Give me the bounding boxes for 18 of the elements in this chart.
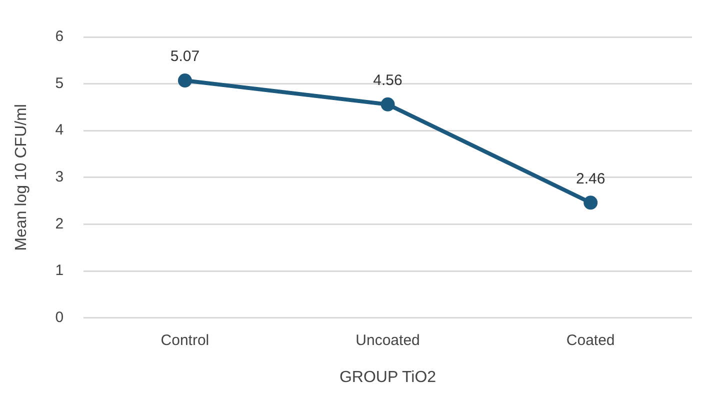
x-axis-title: GROUP TiO2: [339, 368, 436, 386]
point: [584, 196, 598, 210]
point: [178, 74, 192, 88]
y-tick-label: 6: [55, 28, 64, 46]
data-label: 2.46: [576, 170, 606, 188]
x-tick-label: Control: [160, 332, 210, 349]
x-tick-label: Uncoated: [356, 332, 420, 349]
y-tick-label: 4: [55, 122, 64, 139]
y-axis-title: Mean log 10 CFU/ml: [13, 104, 30, 251]
data-label: 4.56: [373, 72, 402, 90]
point: [380, 97, 395, 112]
y-tick-label: 3: [55, 168, 64, 186]
y-tick-label: 0: [55, 308, 64, 326]
y-tick-label: 1: [55, 262, 64, 280]
data-label: 5.07: [170, 48, 200, 66]
y-tick-label: 5: [55, 74, 64, 92]
y-tick-label: 2: [55, 215, 64, 232]
x-tick-label: Coated: [566, 332, 615, 349]
